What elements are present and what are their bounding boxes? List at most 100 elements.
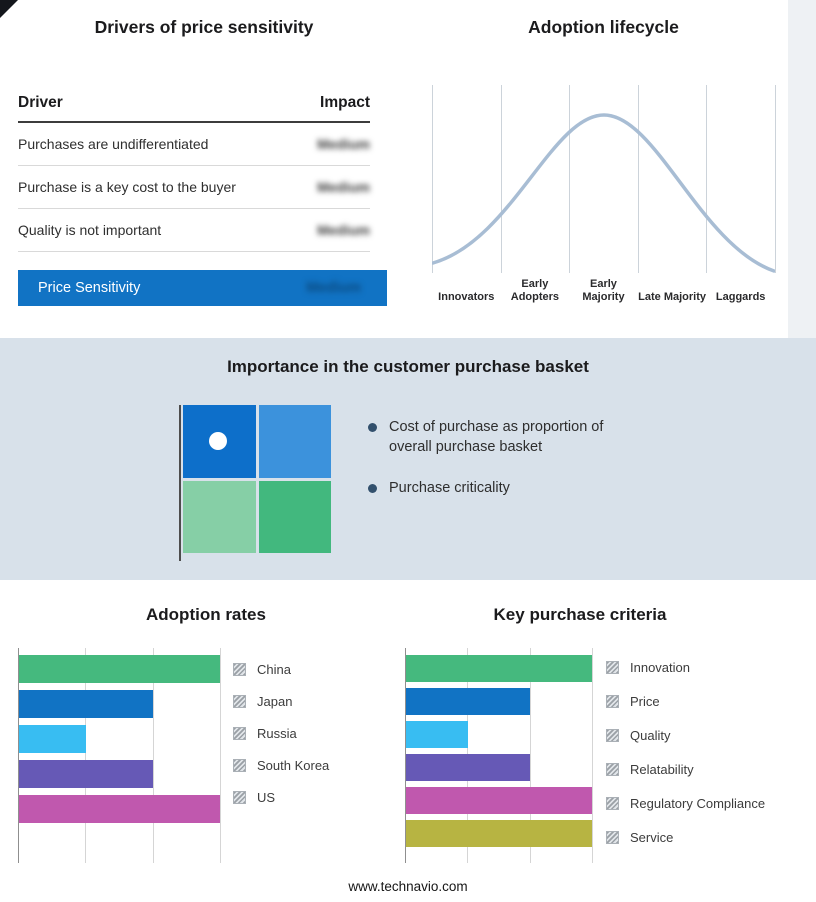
legend-item: Regulatory Compliance <box>606 795 766 811</box>
price-sensitivity-impact: Medium <box>306 280 361 296</box>
legend-swatch-icon <box>233 726 246 740</box>
lifecycle-stage-label: Laggards <box>715 291 766 304</box>
legend-item: Russia <box>233 726 329 741</box>
lifecycle-stage-label: Innovators <box>438 291 495 304</box>
legend-item: China <box>233 661 329 677</box>
x-gridline <box>85 648 87 863</box>
position-marker-dot <box>209 432 227 450</box>
key-purchase-criteria-legend: Innovation Price Quality Relatability Regula… <box>606 660 765 864</box>
legend-swatch-icon <box>233 758 246 772</box>
drivers-table: Driver Impact Purchases are undifferenti… <box>18 94 370 252</box>
legend-label: China <box>257 661 291 677</box>
bullet-icon <box>368 484 377 494</box>
bar-south-korea <box>19 760 153 788</box>
key-purchase-criteria-chart <box>405 648 593 863</box>
legend-label: Innovation <box>630 659 690 675</box>
price-sensitivity-label: Price Sensitivity <box>38 280 141 296</box>
table-row: Quality is not important Medium <box>18 209 370 252</box>
bell-curve <box>432 113 775 273</box>
basket-title: Importance in the customer purchase bask… <box>227 357 589 376</box>
driver-cell: Purchases are undifferentiated <box>18 136 209 152</box>
legend-item: South Korea <box>233 757 330 773</box>
bars-group <box>406 655 592 853</box>
quadrant-matrix <box>183 405 331 553</box>
bullet-item: Purchase criticality <box>368 479 628 499</box>
bar-price <box>406 688 530 715</box>
table-row: Purchases are undifferentiated Medium <box>18 123 370 166</box>
legend-item: Service <box>606 829 765 845</box>
x-gridline <box>592 648 593 863</box>
driver-cell: Purchase is a key cost to the buyer <box>18 179 236 195</box>
lifecycle-stage-label: Early Majority <box>582 277 625 304</box>
bullet-text: Cost of purchase as proportion of overal… <box>389 419 604 455</box>
quadrant-bottom-left <box>183 480 256 553</box>
quadrant-top-left <box>183 405 256 478</box>
top-section: Drivers of price sensitivity Adoption li… <box>0 0 816 338</box>
legend-label: US <box>257 789 276 805</box>
table-header-row: Driver Impact <box>18 94 370 123</box>
table-row: Purchase is a key cost to the buyer Medi… <box>18 166 370 209</box>
driver-column-header: Driver <box>18 94 63 111</box>
legend-swatch-icon <box>233 694 246 708</box>
impact-cell: Medium <box>317 136 370 152</box>
lifecycle-stage-label: Late Majority <box>638 291 706 304</box>
legend-swatch-icon <box>606 830 619 844</box>
quadrant-bottom-right <box>258 480 331 553</box>
y-axis-line <box>18 648 19 863</box>
x-gridline <box>220 648 221 863</box>
lifecycle-stage-labels: Innovators Early Adopters Early Majority La… <box>432 275 775 305</box>
top-right-background-strip <box>788 0 816 338</box>
bars-group <box>19 655 220 830</box>
key-purchase-criteria-title: Key purchase criteria <box>493 605 667 624</box>
bullet-text: Purchase criticality <box>389 480 510 497</box>
adoption-rates-title: Adoption rates <box>146 605 266 624</box>
corner-fold-decoration <box>0 0 18 18</box>
bar-quality <box>406 721 468 748</box>
lifecycle-panel-title: Adoption lifecycle <box>528 17 679 37</box>
legend-label: Relatability <box>630 761 694 777</box>
lifecycle-gridline <box>775 85 776 273</box>
quadrant-axis-line <box>179 405 181 561</box>
bar-regulatory-compliance <box>406 787 592 814</box>
bottom-section: Adoption rates Key purchase criteria Chi… <box>0 580 816 902</box>
lifecycle-stage-label: Early Adopters <box>510 277 560 304</box>
basket-bullets: Cost of purchase as proportion of overal… <box>368 418 628 521</box>
legend-item: Japan <box>233 693 329 709</box>
legend-swatch-icon <box>606 660 619 674</box>
legend-label: Quality <box>630 727 671 743</box>
legend-label: Service <box>630 829 674 845</box>
legend-item: Innovation <box>606 659 765 675</box>
bar-japan <box>19 690 153 718</box>
legend-label: South Korea <box>257 757 330 773</box>
bullet-item: Cost of purchase as proportion of overal… <box>368 418 628 457</box>
quadrant-graphic <box>179 405 333 561</box>
drivers-panel-title: Drivers of price sensitivity <box>94 17 314 37</box>
legend-label: Japan <box>257 693 293 709</box>
lifecycle-gridline <box>637 85 639 273</box>
legend-swatch-icon <box>606 796 619 810</box>
legend-label: Price <box>630 693 660 709</box>
legend-item: Relatability <box>606 761 765 777</box>
purchase-basket-section: Importance in the customer purchase bask… <box>0 338 816 580</box>
bar-innovation <box>406 655 592 682</box>
bar-relatability <box>406 754 530 781</box>
x-gridline <box>152 648 154 863</box>
price-sensitivity-row: Price Sensitivity Medium <box>18 270 387 306</box>
lifecycle-gridline <box>569 85 571 273</box>
impact-column-header: Impact <box>320 94 370 111</box>
adoption-lifecycle-chart <box>432 85 776 273</box>
lifecycle-gridline <box>432 85 433 273</box>
legend-swatch-icon <box>233 662 246 676</box>
bar-service <box>406 820 592 847</box>
legend-item: Price <box>606 693 765 709</box>
bar-china <box>19 655 220 683</box>
legend-label: Regulatory Compliance <box>630 795 766 811</box>
y-axis-line <box>405 648 406 863</box>
impact-cell: Medium <box>317 179 370 195</box>
legend-item: US <box>233 789 329 805</box>
quadrant-top-right <box>258 405 331 478</box>
adoption-rates-legend: China Japan Russia South Korea US <box>233 662 329 822</box>
adoption-rates-chart <box>18 648 221 863</box>
legend-item: Quality <box>606 727 765 743</box>
